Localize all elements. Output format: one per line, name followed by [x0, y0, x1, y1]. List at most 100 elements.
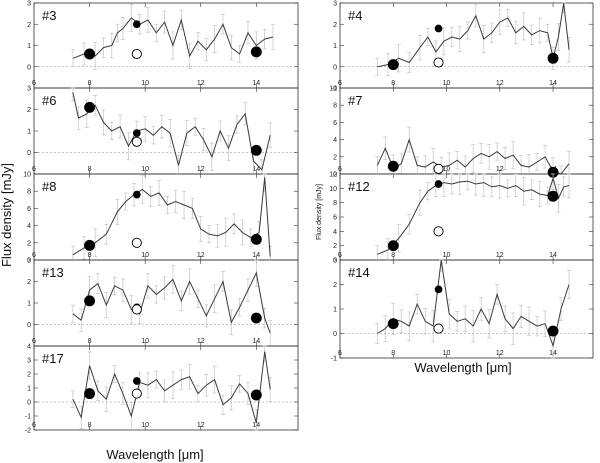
panel-frame [339, 87, 594, 175]
panel: 0 2 4 6 8 10 12 6 8 10 12 14 #12 [329, 172, 594, 265]
y-tick-label: 0 [333, 331, 337, 338]
x-tick-label: 8 [88, 338, 92, 345]
y-tick-label: -1 [25, 414, 31, 421]
x-tick-label: 8 [391, 350, 395, 357]
x-tick-label: 8 [88, 422, 92, 429]
x-tick-label: 6 [338, 350, 342, 357]
x-tick-label: 14 [252, 338, 260, 345]
y-tick-label: 3 [27, 86, 31, 93]
y-tick-label: -1 [331, 356, 337, 363]
y-tick-label: 6 [333, 120, 337, 127]
photometry-point-open [433, 163, 444, 174]
y-tick-label: 1 [333, 307, 337, 314]
x-tick-label: 10 [443, 80, 451, 87]
x-tick-label: 14 [252, 166, 260, 173]
panel-label: #12 [348, 179, 370, 194]
photometry-point-open [131, 48, 142, 60]
y-tick-label: 0 [27, 258, 31, 265]
y-tick-label: 0 [27, 150, 31, 157]
x-tick-label: 6 [32, 80, 36, 87]
photometry-point-filled [547, 190, 559, 202]
x-tick-label: 14 [549, 80, 557, 87]
photometry-point-open [131, 304, 142, 315]
photometry-point-open [131, 237, 142, 248]
y-tick-label: 2 [27, 372, 31, 379]
spectrum-line [72, 271, 271, 334]
x-tick-label: 10 [141, 80, 149, 87]
y-tick-label: 4 [333, 229, 337, 236]
photometry-point-open [131, 136, 142, 147]
y-tick-label: 0 [27, 322, 31, 329]
y-tick-label: -2 [25, 428, 31, 435]
x-tick-label: 10 [443, 350, 451, 357]
photometry-point-filled [434, 180, 443, 188]
photometry-point-filled [547, 325, 559, 337]
photometry-point-open [433, 226, 444, 237]
y-tick-label: 2 [333, 154, 337, 161]
y-tick-label: 2 [27, 240, 31, 247]
panel-label: #4 [348, 8, 362, 23]
panel-frame [33, 173, 299, 261]
y-tick-label: 3 [333, 258, 337, 265]
panel-label: #3 [42, 8, 56, 23]
x-tick-label: 12 [496, 80, 504, 87]
photometry-point-filled [250, 46, 262, 58]
x-tick-label: 10 [141, 166, 149, 173]
x-tick-label: 12 [197, 422, 205, 429]
y-axis-title-right-small: Flux density [mJy] [316, 184, 323, 240]
panel-label: #17 [42, 351, 64, 366]
photometry-point-filled [84, 388, 96, 400]
x-tick-label: 10 [141, 252, 149, 259]
y-tick-label: 12 [329, 172, 337, 179]
y-tick-label: 1 [333, 43, 337, 50]
y-tick-label: 0 [333, 172, 337, 179]
photometry-point-filled [387, 240, 399, 252]
y-tick-label: 4 [333, 137, 337, 144]
x-tick-label: 10 [443, 166, 451, 173]
y-axis-title-left: Flux density [mJy] [0, 163, 14, 267]
y-tick-label: 1 [27, 43, 31, 50]
x-tick-label: 8 [88, 252, 92, 259]
panel-label: #7 [348, 93, 362, 108]
y-tick-label: 10 [329, 186, 337, 193]
spectrum-line [72, 92, 271, 171]
x-tick-label: 12 [496, 350, 504, 357]
photometry-point-filled [84, 101, 96, 113]
x-tick-label: 8 [391, 252, 395, 259]
spectrum-line [72, 351, 271, 424]
y-tick-label: 2 [27, 107, 31, 114]
spectrum-line [377, 2, 570, 68]
x-tick-label: 6 [338, 252, 342, 259]
y-tick-label: 3 [27, 1, 31, 8]
y-tick-label: 0 [333, 64, 337, 71]
y-tick-label: 8 [27, 189, 31, 196]
photometry-point-filled [84, 239, 96, 251]
photometry-point-open [433, 57, 444, 68]
y-tick-label: 8 [333, 103, 337, 110]
y-tick-label: 1 [27, 129, 31, 136]
panel: 0 2 4 6 8 10 6 8 10 12 14 #8 [23, 172, 299, 265]
photometry-point-filled [132, 377, 141, 385]
y-tick-label: 4 [27, 223, 31, 230]
x-tick-label: 8 [88, 166, 92, 173]
x-tick-label: 12 [197, 80, 205, 87]
y-tick-label: 6 [333, 215, 337, 222]
photometry-point-filled [547, 52, 559, 64]
y-tick-label: 3 [27, 358, 31, 365]
x-tick-label: 6 [32, 422, 36, 429]
x-tick-label: 14 [549, 252, 557, 259]
x-tick-label: 12 [197, 338, 205, 345]
photometry-point-filled [250, 389, 262, 401]
x-tick-label: 10 [443, 252, 451, 259]
y-tick-label: 0 [27, 64, 31, 71]
x-tick-label: 8 [88, 80, 92, 87]
x-tick-label: 10 [141, 338, 149, 345]
x-axis-title-right: Wavelength [μm] [414, 360, 511, 375]
